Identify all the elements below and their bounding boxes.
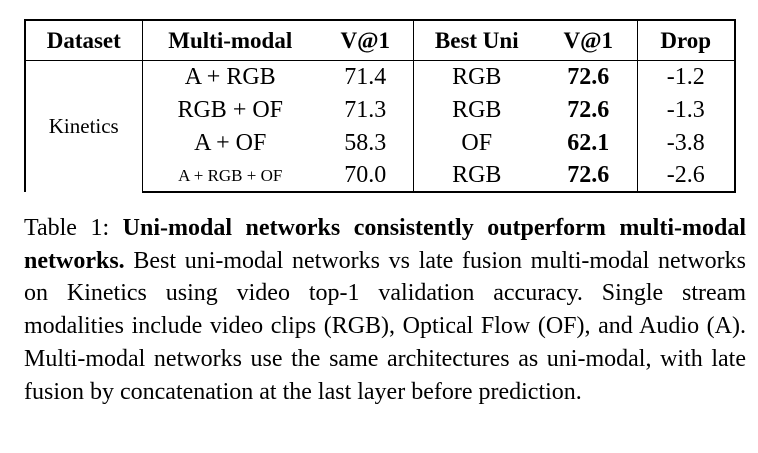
table-caption: Table 1: Uni-modal networks consistently… (24, 212, 746, 408)
drop-cell: -2.6 (636, 159, 736, 193)
dataset-cell: Kinetics (24, 60, 142, 192)
caption-body: Best uni-modal networks vs late fusion m… (24, 247, 746, 405)
multi-modal-cell: RGB + OF (141, 93, 318, 126)
results-table-container: Dataset Multi-modal V@1 Best Uni V@1 Dro… (24, 19, 736, 193)
drop-cell: -3.8 (636, 126, 736, 159)
table-row: A + RGB + OF 70.0 RGB 72.6 -2.6 (25, 159, 736, 193)
header-drop: Drop (636, 19, 736, 61)
best-uni-cell: RGB (412, 159, 540, 193)
header-multi-modal: Multi-modal (141, 19, 318, 61)
best-uni-cell: OF (412, 126, 540, 159)
v1-multi-cell: 70.0 (318, 159, 413, 193)
v1-uni-cell: 62.1 (567, 129, 610, 156)
multi-modal-cell: A + OF (141, 126, 318, 159)
header-dataset: Dataset (24, 19, 142, 61)
caption-bold-statement: Uni-modal networks consistently outperfo… (24, 215, 747, 274)
results-table: Dataset Multi-modal V@1 Best Uni V@1 Dro… (24, 19, 736, 193)
v1-uni-cell: 72.6 (567, 63, 610, 90)
table-header-row: Dataset Multi-modal V@1 Best Uni V@1 Dro… (24, 19, 736, 61)
drop-cell: -1.3 (636, 93, 736, 126)
table-row: Kinetics A + RGB 71.4 RGB 72.6 -1.2 (24, 60, 736, 192)
drop-cell: -1.2 (636, 60, 736, 93)
v1-uni-cell: 72.6 (540, 159, 637, 193)
v1-multi-cell: 71.3 (344, 96, 387, 123)
best-uni-cell: RGB (412, 93, 540, 126)
v1-multi-cell: 71.4 (344, 63, 387, 90)
multi-modal-cell: A + RGB (141, 60, 318, 93)
best-uni-cell: RGB (412, 60, 540, 93)
table-row: RGB + OF 71.3 RGB 72.6 -1.3 (25, 93, 736, 126)
header-v1-uni: V@1 (540, 19, 637, 61)
table-row: A + OF 58.3 OF 62.1 -3.8 (25, 126, 736, 159)
caption-label: Table 1: (24, 215, 123, 241)
v1-uni-cell: 72.6 (567, 96, 610, 123)
header-best-uni: Best Uni (412, 19, 540, 61)
header-v1-multi: V@1 (318, 19, 413, 61)
v1-multi-cell: 58.3 (344, 129, 387, 156)
multi-modal-cell: A + RGB + OF (141, 159, 318, 193)
